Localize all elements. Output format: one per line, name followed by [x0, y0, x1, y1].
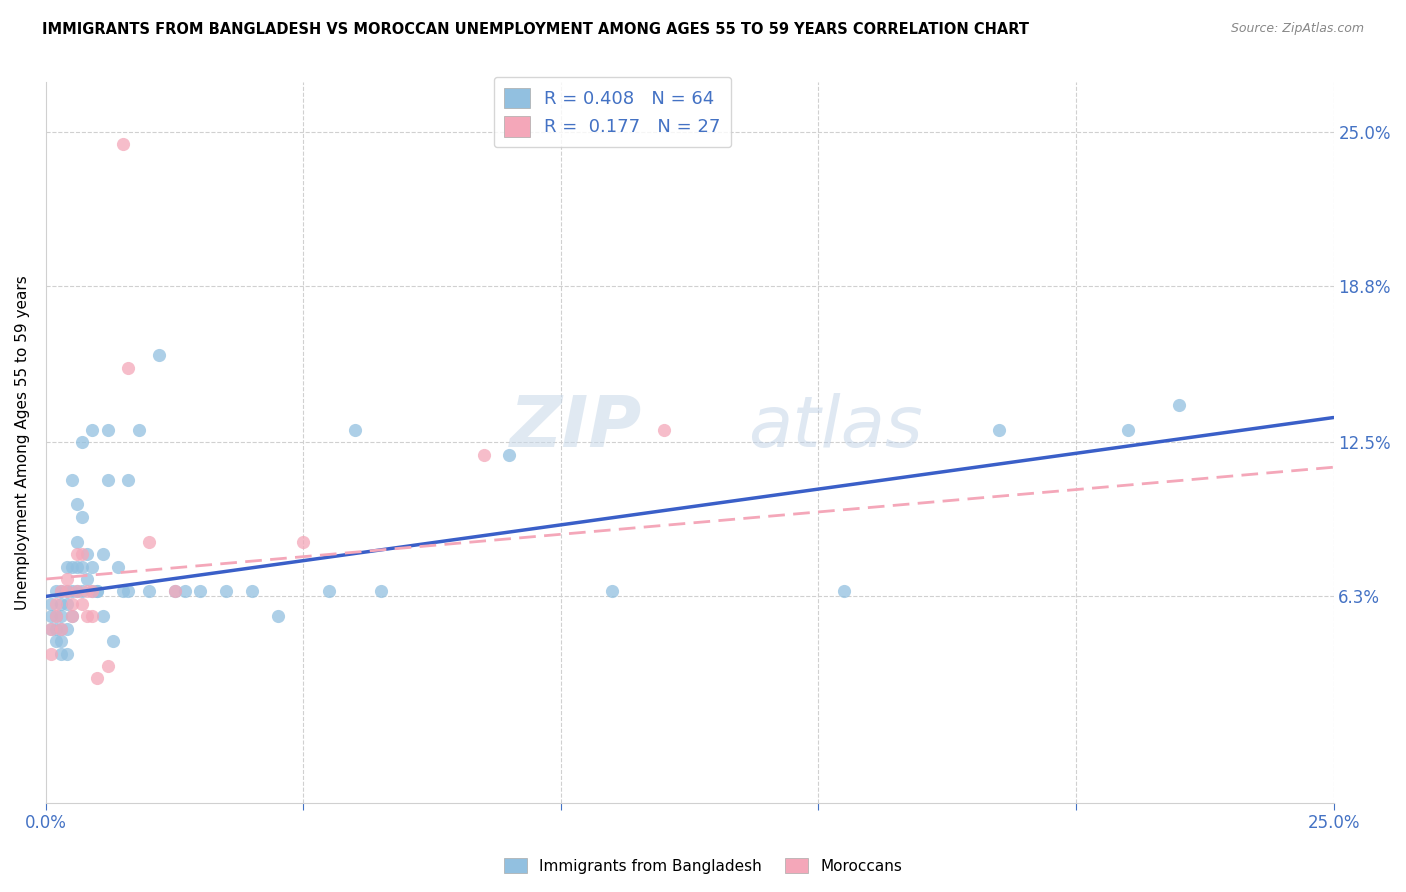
Point — [45, 584, 67, 599]
Point — [128, 423, 150, 437]
Point — [112, 137, 135, 152]
Point — [45, 634, 67, 648]
Point — [832, 584, 855, 599]
Point — [1168, 398, 1191, 412]
Point — [45, 622, 67, 636]
Point — [55, 584, 77, 599]
Point — [163, 584, 186, 599]
Point — [370, 584, 392, 599]
Point — [45, 609, 67, 624]
Point — [343, 423, 366, 437]
Point — [97, 473, 120, 487]
Point — [39, 622, 62, 636]
Point — [55, 647, 77, 661]
Point — [148, 348, 170, 362]
Y-axis label: Unemployment Among Ages 55 to 59 years: Unemployment Among Ages 55 to 59 years — [15, 275, 30, 610]
Point — [51, 597, 73, 611]
Point — [70, 435, 93, 450]
Point — [82, 584, 104, 599]
Point — [76, 609, 98, 624]
Point — [652, 423, 675, 437]
Point — [60, 597, 83, 611]
Point — [51, 584, 73, 599]
Point — [267, 609, 290, 624]
Point — [91, 609, 114, 624]
Point — [1116, 423, 1139, 437]
Point — [138, 584, 160, 599]
Legend: R = 0.408   N = 64, R =  0.177   N = 27: R = 0.408 N = 64, R = 0.177 N = 27 — [494, 77, 731, 147]
Point — [51, 609, 73, 624]
Point — [86, 672, 108, 686]
Point — [215, 584, 238, 599]
Point — [70, 584, 93, 599]
Text: atlas: atlas — [748, 393, 922, 462]
Point — [66, 547, 89, 561]
Point — [66, 534, 89, 549]
Point — [602, 584, 624, 599]
Point — [174, 584, 197, 599]
Point — [45, 609, 67, 624]
Point — [51, 622, 73, 636]
Point — [82, 609, 104, 624]
Point — [60, 609, 83, 624]
Point — [76, 547, 98, 561]
Point — [292, 534, 315, 549]
Point — [97, 659, 120, 673]
Point — [51, 622, 73, 636]
Point — [117, 584, 139, 599]
Point — [51, 634, 73, 648]
Point — [55, 622, 77, 636]
Point — [107, 559, 129, 574]
Point — [86, 584, 108, 599]
Point — [101, 634, 124, 648]
Point — [472, 448, 495, 462]
Point — [82, 423, 104, 437]
Point — [97, 423, 120, 437]
Point — [66, 584, 89, 599]
Point — [86, 584, 108, 599]
Point — [60, 473, 83, 487]
Text: ZIP: ZIP — [509, 393, 641, 462]
Point — [70, 559, 93, 574]
Point — [163, 584, 186, 599]
Point — [82, 584, 104, 599]
Point — [117, 473, 139, 487]
Point — [82, 559, 104, 574]
Point — [70, 509, 93, 524]
Point — [70, 597, 93, 611]
Point — [240, 584, 263, 599]
Point — [55, 597, 77, 611]
Point — [76, 584, 98, 599]
Point — [66, 498, 89, 512]
Point — [60, 584, 83, 599]
Point — [39, 609, 62, 624]
Point — [190, 584, 212, 599]
Point — [39, 597, 62, 611]
Text: Source: ZipAtlas.com: Source: ZipAtlas.com — [1230, 22, 1364, 36]
Point — [91, 547, 114, 561]
Point — [55, 559, 77, 574]
Point — [55, 572, 77, 586]
Point — [66, 584, 89, 599]
Point — [60, 559, 83, 574]
Point — [39, 647, 62, 661]
Point — [987, 423, 1010, 437]
Point — [51, 647, 73, 661]
Point — [138, 534, 160, 549]
Point — [318, 584, 340, 599]
Point — [45, 597, 67, 611]
Point — [51, 584, 73, 599]
Point — [498, 448, 520, 462]
Point — [60, 609, 83, 624]
Point — [76, 572, 98, 586]
Point — [66, 559, 89, 574]
Point — [70, 547, 93, 561]
Point — [117, 360, 139, 375]
Text: IMMIGRANTS FROM BANGLADESH VS MOROCCAN UNEMPLOYMENT AMONG AGES 55 TO 59 YEARS CO: IMMIGRANTS FROM BANGLADESH VS MOROCCAN U… — [42, 22, 1029, 37]
Point — [55, 584, 77, 599]
Point — [112, 584, 135, 599]
Legend: Immigrants from Bangladesh, Moroccans: Immigrants from Bangladesh, Moroccans — [498, 852, 908, 880]
Point — [39, 622, 62, 636]
